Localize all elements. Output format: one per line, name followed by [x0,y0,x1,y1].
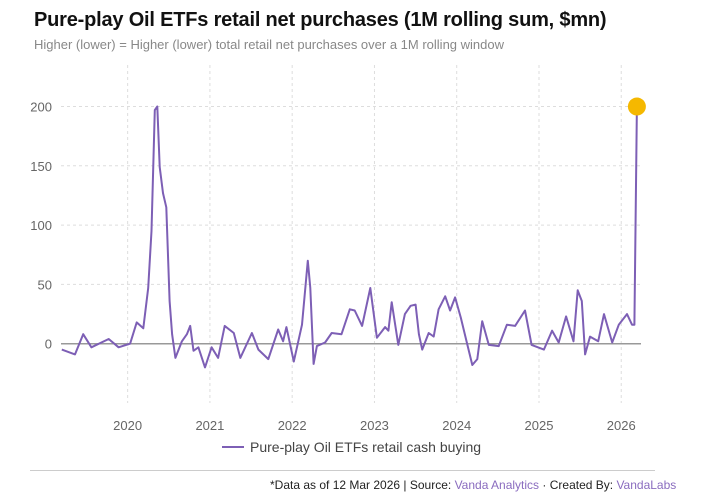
footer-middle: · Created By: [539,478,617,492]
y-tick-label: 200 [30,100,52,115]
x-tick-label: 2021 [195,418,224,433]
y-tick-label: 50 [38,277,52,292]
x-tick-label: 2023 [360,418,389,433]
legend-swatch [222,446,244,448]
x-tick-label: 2024 [442,418,471,433]
y-tick-label: 0 [45,337,52,352]
x-tick-label: 2026 [607,418,636,433]
chart-subtitle: Higher (lower) = Higher (lower) total re… [34,37,504,52]
x-tick-label: 2025 [525,418,554,433]
y-tick-label: 100 [30,218,52,233]
footer-prefix: *Data as of 12 Mar 2026 | Source: [270,478,455,492]
x-tick-label: 2022 [278,418,307,433]
footer: *Data as of 12 Mar 2026 | Source: Vanda … [270,478,676,492]
latest-value-marker [627,97,646,116]
legend[interactable]: Pure-play Oil ETFs retail cash buying [222,439,481,455]
footer-divider [30,470,655,471]
source-link[interactable]: Vanda Analytics [454,478,540,492]
y-tick-label: 150 [30,159,52,174]
series-line [61,105,638,369]
x-tick-label: 2020 [113,418,142,433]
creator-link[interactable]: VandaLabs [616,478,677,492]
legend-label: Pure-play Oil ETFs retail cash buying [250,439,482,455]
chart-title: Pure-play Oil ETFs retail net purchases … [34,9,607,31]
